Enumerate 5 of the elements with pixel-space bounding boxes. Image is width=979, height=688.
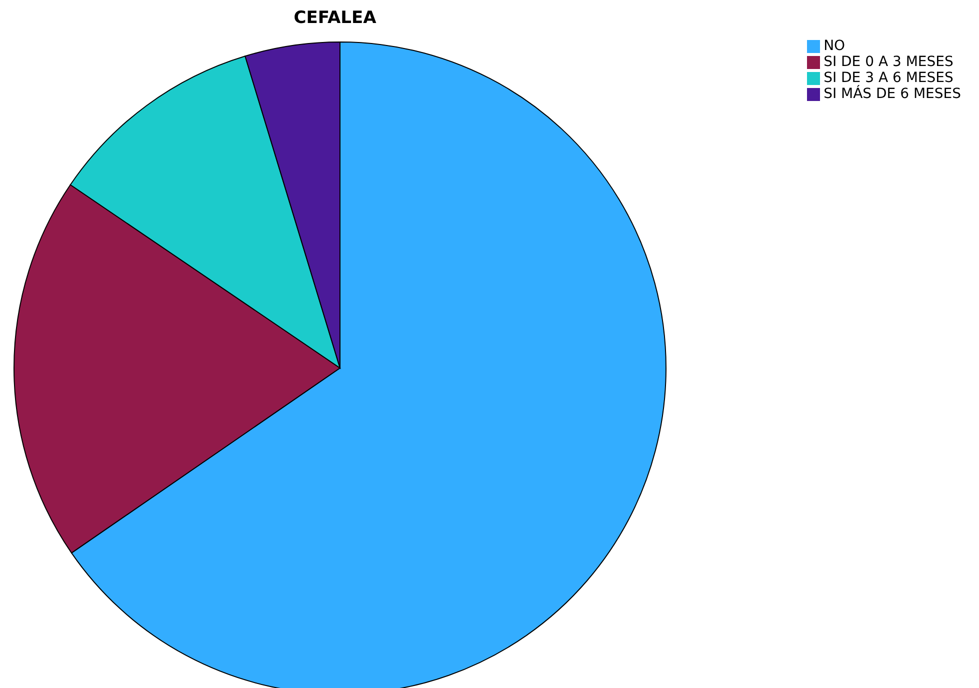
legend-label: SI MÁS DE 6 MESES [824, 86, 961, 102]
chart-title: CEFALEA [292, 8, 378, 28]
legend-label: SI DE 0 A 3 MESES [824, 54, 954, 70]
legend-label: NO [824, 38, 846, 54]
legend-label: SI DE 3 A 6 MESES [824, 70, 954, 86]
